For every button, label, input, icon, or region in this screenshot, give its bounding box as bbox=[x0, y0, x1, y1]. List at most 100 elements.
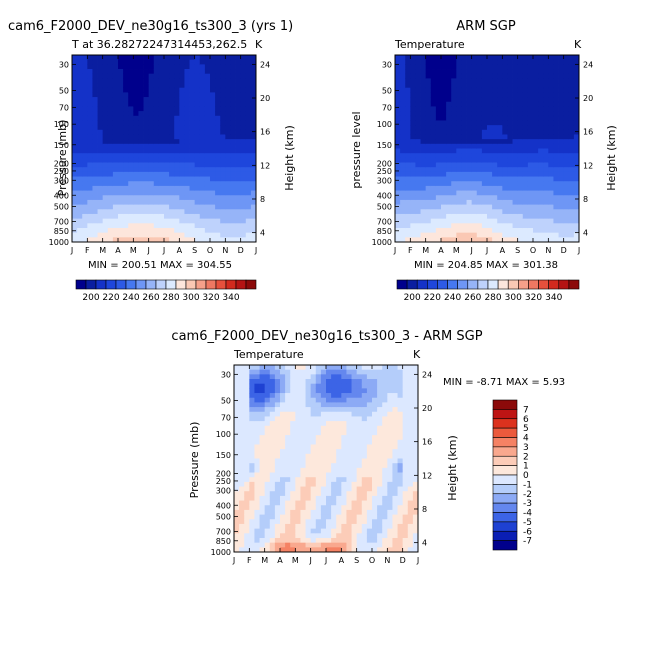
heatmap-cell bbox=[315, 416, 322, 422]
heatmap-cell bbox=[471, 153, 478, 159]
heatmap-cell bbox=[158, 83, 165, 89]
heatmap-cell bbox=[392, 509, 398, 515]
heatmap-cell bbox=[502, 176, 508, 182]
heatmap-cell bbox=[194, 223, 201, 229]
heatmap-cell bbox=[400, 97, 406, 103]
heatmap-cell bbox=[351, 477, 358, 483]
heatmap-cell bbox=[164, 83, 170, 89]
heatmap-cell bbox=[397, 467, 404, 473]
heatmap-cell bbox=[466, 162, 473, 168]
heatmap-cell bbox=[220, 190, 226, 196]
heatmap-cell bbox=[336, 500, 342, 506]
heatmap-cell bbox=[199, 134, 206, 140]
heatmap-cell bbox=[234, 500, 240, 506]
heatmap-cell bbox=[533, 199, 539, 205]
heatmap-cell bbox=[361, 486, 368, 492]
heatmap-cell bbox=[107, 190, 114, 196]
heatmap-cell bbox=[274, 365, 281, 371]
x-tick-label: N bbox=[545, 246, 551, 255]
heatmap-cell bbox=[481, 87, 488, 93]
heatmap-cell bbox=[290, 425, 296, 431]
heatmap-cell bbox=[395, 129, 401, 135]
heatmap-cell bbox=[382, 369, 388, 375]
heatmap-cell bbox=[158, 213, 165, 220]
heatmap-cell bbox=[97, 148, 104, 154]
heatmap-cell bbox=[164, 78, 170, 84]
heatmap-cell bbox=[507, 237, 513, 243]
heatmap-cell bbox=[522, 213, 529, 220]
heatmap-cell bbox=[548, 190, 554, 196]
heatmap-cell bbox=[356, 491, 363, 497]
heatmap-cell bbox=[112, 87, 119, 93]
heatmap-cell bbox=[487, 153, 493, 159]
heatmap-cell bbox=[456, 134, 462, 140]
heatmap-cell bbox=[249, 407, 255, 413]
heatmap-cell bbox=[250, 55, 257, 61]
heatmap-field bbox=[72, 55, 257, 243]
heatmap-cell bbox=[351, 425, 358, 431]
heatmap-cell bbox=[220, 101, 226, 107]
heatmap-cell bbox=[249, 467, 255, 473]
heatmap-cell bbox=[148, 167, 155, 173]
heatmap-cell bbox=[553, 171, 559, 177]
heatmap-cell bbox=[351, 533, 358, 539]
heatmap-cell bbox=[543, 73, 549, 79]
heatmap-cell bbox=[143, 209, 150, 215]
heatmap-cell bbox=[568, 101, 575, 107]
heatmap-cell bbox=[280, 365, 286, 371]
heatmap-cell bbox=[543, 111, 549, 117]
heatmap-cell bbox=[184, 227, 190, 234]
heatmap-cell bbox=[466, 69, 473, 75]
heatmap-cell bbox=[407, 463, 414, 469]
heatmap-cell bbox=[320, 537, 327, 544]
colorbar-swatch bbox=[492, 465, 518, 476]
heatmap-cell bbox=[128, 213, 134, 220]
heatmap-cell bbox=[441, 134, 447, 140]
heatmap-cell bbox=[346, 523, 352, 530]
heatmap-cell bbox=[269, 393, 276, 399]
heatmap-cell bbox=[250, 129, 257, 135]
heatmap-cell bbox=[387, 495, 393, 501]
colorbar-label: 4 bbox=[523, 434, 529, 444]
heatmap-cell bbox=[361, 411, 368, 417]
heatmap-cell bbox=[533, 69, 539, 75]
heatmap-cell bbox=[225, 73, 231, 79]
heatmap-cell bbox=[153, 199, 160, 205]
heatmap-cell bbox=[280, 500, 286, 506]
heatmap-cell bbox=[128, 139, 134, 145]
heatmap-cell bbox=[372, 495, 378, 501]
heatmap-cell bbox=[72, 204, 78, 210]
heatmap-cell bbox=[507, 199, 513, 205]
heatmap-cell bbox=[527, 213, 534, 220]
heatmap-cell bbox=[215, 64, 221, 70]
heatmap-cell bbox=[112, 134, 119, 140]
heatmap-cell bbox=[133, 134, 139, 140]
y2-tick-label: 16 bbox=[422, 438, 432, 447]
heatmap-cell bbox=[346, 369, 352, 375]
heatmap-cell bbox=[471, 111, 478, 117]
heatmap-cell bbox=[522, 190, 529, 196]
heatmap-cell bbox=[331, 411, 337, 417]
heatmap-cell bbox=[446, 185, 452, 191]
heatmap-cell bbox=[112, 101, 119, 107]
heatmap-cell bbox=[87, 87, 93, 93]
heatmap-cell bbox=[254, 449, 260, 455]
heatmap-cell bbox=[563, 209, 570, 215]
heatmap-cell bbox=[461, 171, 467, 177]
heatmap-cell bbox=[199, 162, 206, 168]
heatmap-cell bbox=[189, 111, 196, 117]
heatmap-cell bbox=[476, 190, 483, 196]
heatmap-cell bbox=[346, 505, 352, 511]
heatmap-cell bbox=[245, 171, 252, 177]
heatmap-cell bbox=[543, 143, 549, 149]
heatmap-cell bbox=[244, 388, 250, 394]
heatmap-cell bbox=[392, 486, 398, 492]
heatmap-cell bbox=[245, 167, 252, 173]
heatmap-cell bbox=[387, 477, 393, 483]
heatmap-cell bbox=[492, 167, 498, 173]
heatmap-cell bbox=[356, 449, 363, 455]
heatmap-cell bbox=[397, 542, 404, 548]
heatmap-cell bbox=[158, 237, 165, 243]
heatmap-cell bbox=[235, 78, 242, 84]
heatmap-cell bbox=[407, 416, 414, 422]
